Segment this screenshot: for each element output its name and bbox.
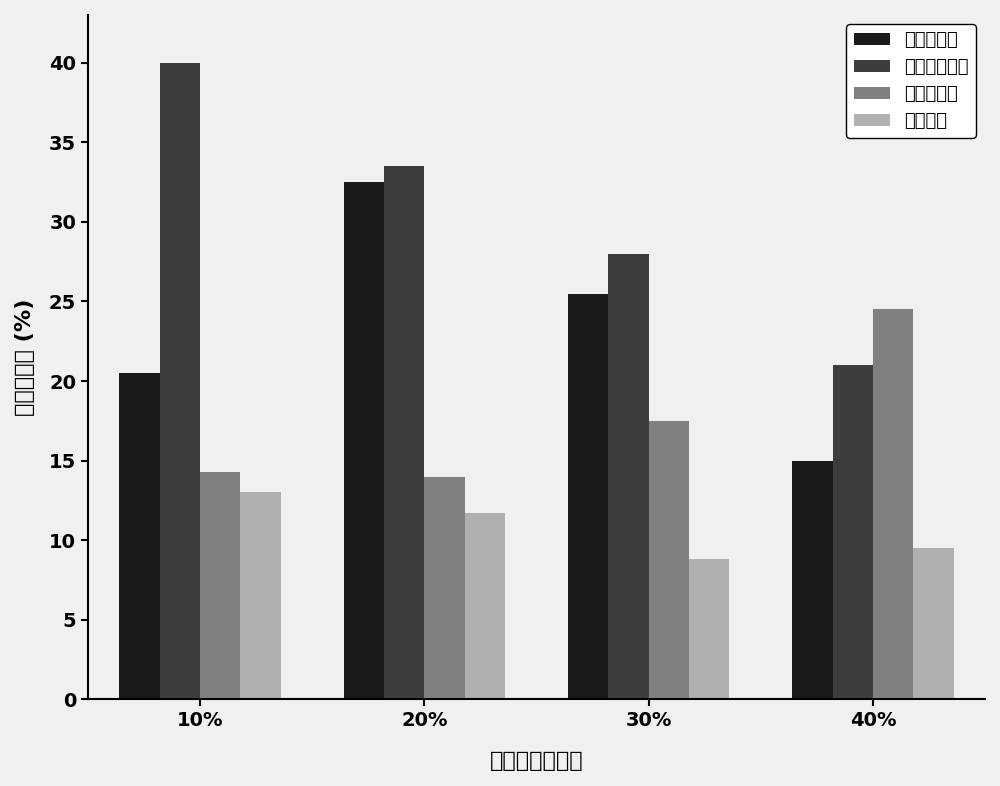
Bar <box>240 493 281 700</box>
Bar <box>465 513 505 700</box>
Bar <box>913 548 954 700</box>
Bar <box>649 421 689 700</box>
Bar <box>608 254 649 700</box>
Bar <box>424 476 465 700</box>
Y-axis label: 纤维素降解 (%): 纤维素降解 (%) <box>15 299 35 416</box>
Bar <box>200 472 240 700</box>
Bar <box>873 310 913 700</box>
Bar <box>689 560 729 700</box>
Bar <box>384 166 424 700</box>
Legend: 纤维素降解, 半纤维素降解, 木质素降解, 果胶降解: 纤维素降解, 半纤维素降解, 木质素降解, 果胶降解 <box>846 24 976 138</box>
Bar <box>568 293 608 700</box>
X-axis label: 胶红酵母接种量: 胶红酵母接种量 <box>490 751 583 771</box>
Bar <box>344 182 384 700</box>
Bar <box>833 365 873 700</box>
Bar <box>792 461 833 700</box>
Bar <box>160 63 200 700</box>
Bar <box>119 373 160 700</box>
